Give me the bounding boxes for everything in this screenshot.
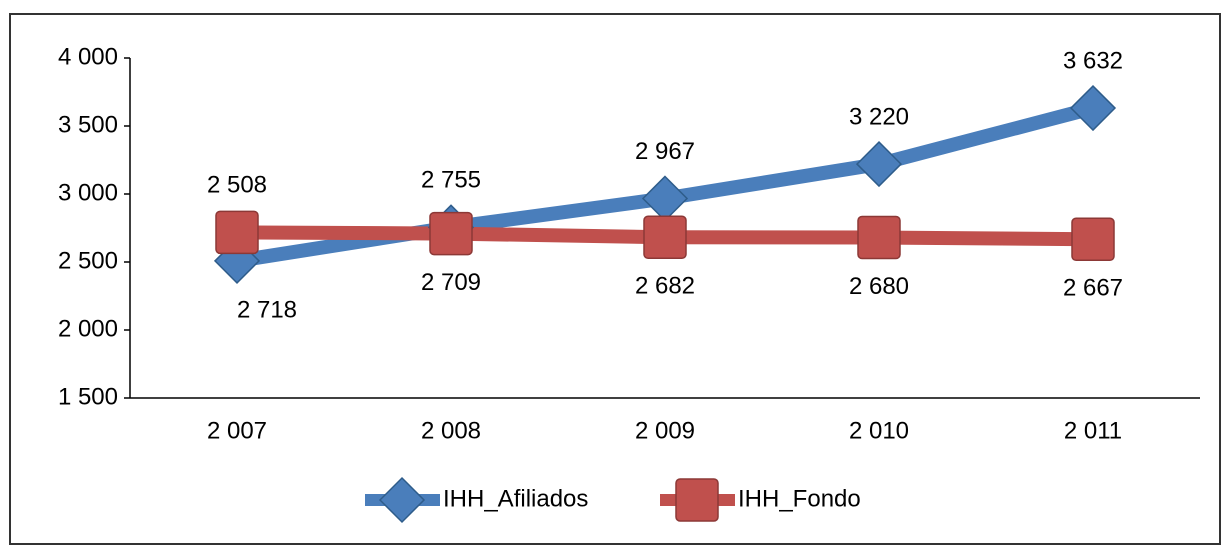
legend-label: IHH_Fondo	[738, 485, 861, 512]
x-tick-label: 2 008	[421, 417, 481, 444]
data-label: 2 667	[1063, 275, 1123, 302]
data-label: 3 220	[849, 103, 909, 130]
y-tick-label: 3 000	[58, 179, 118, 206]
x-tick-label: 2 009	[635, 417, 695, 444]
y-tick-label: 3 500	[58, 111, 118, 138]
chart-frame	[9, 13, 1221, 545]
marker	[855, 141, 903, 188]
y-tick-label: 2 500	[58, 247, 118, 274]
marker	[215, 210, 259, 255]
x-tick-label: 2 010	[849, 417, 909, 444]
data-label: 2 755	[421, 167, 481, 194]
x-tick-label: 2 007	[207, 417, 267, 444]
data-label: 3 632	[1063, 47, 1123, 74]
y-tick-label: 4 000	[58, 43, 118, 70]
data-label: 2 680	[849, 273, 909, 300]
marker	[378, 476, 426, 524]
data-label: 2 709	[421, 269, 481, 296]
legend-label: IHH_Afiliados	[443, 485, 588, 512]
data-label: 2 682	[635, 273, 695, 300]
marker	[857, 215, 901, 260]
marker	[643, 215, 687, 259]
x-tick-label: 2 011	[1064, 417, 1122, 444]
data-label: 2 967	[635, 138, 695, 165]
marker	[429, 211, 473, 256]
marker	[1069, 84, 1117, 132]
y-tick-label: 2 000	[58, 315, 118, 342]
data-label: 2 508	[207, 172, 267, 199]
marker	[1071, 217, 1115, 262]
data-label: 2 718	[237, 296, 297, 323]
y-tick-label: 1 500	[58, 383, 118, 410]
marker	[675, 478, 719, 522]
